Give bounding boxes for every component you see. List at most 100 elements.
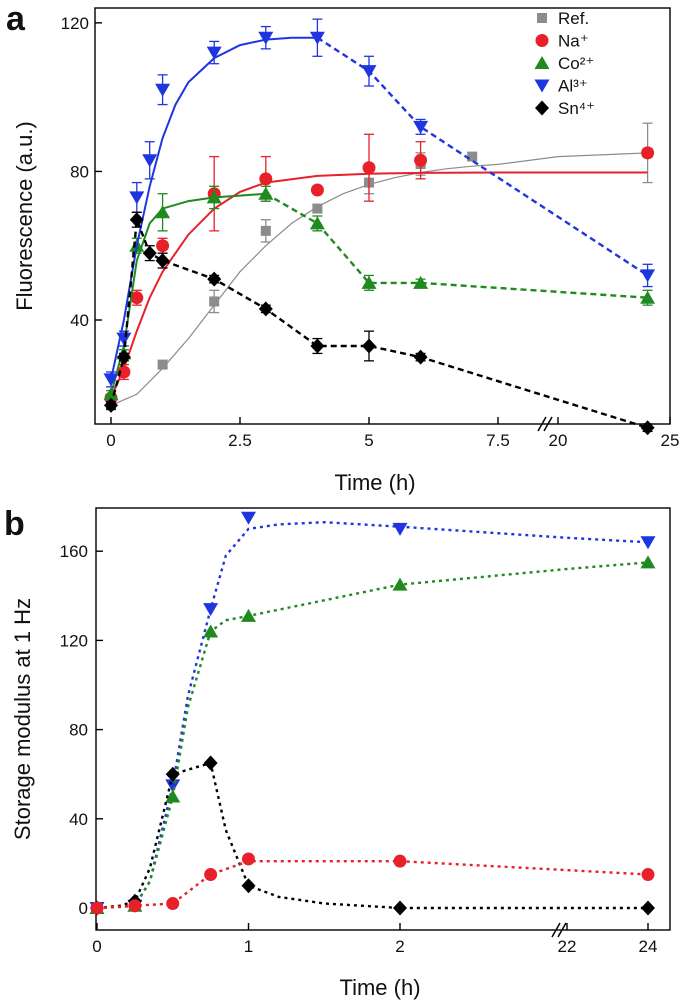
panel-b-ytick-label: 40 (69, 810, 88, 829)
data-point (142, 245, 157, 261)
panel-b-axis-break (551, 922, 561, 938)
data-point (258, 301, 273, 317)
data-point (209, 296, 220, 307)
data-point (104, 397, 118, 413)
panel-b-xtick-label: 2 (395, 937, 404, 956)
panel-a-xtick-label: 0 (106, 431, 115, 450)
data-point (165, 766, 180, 782)
fit-line (110, 36, 318, 380)
data-point (129, 191, 145, 205)
dashed-line (265, 192, 648, 299)
panel-a-series-co2 (103, 185, 656, 401)
dotted-line (96, 860, 649, 910)
panel-a-frame (94, 7, 671, 425)
panel-b-letter: b (4, 505, 25, 543)
legend-label: Co²⁺ (558, 54, 594, 73)
data-point (129, 212, 144, 228)
data-point (128, 899, 142, 913)
legend-label: Ref. (558, 9, 589, 28)
panel-b-ytick-label: 120 (60, 631, 88, 650)
data-point (310, 338, 325, 354)
data-point (641, 900, 655, 916)
data-point (413, 275, 429, 289)
data-point (156, 239, 170, 253)
data-point (157, 359, 168, 370)
legend-label: Sn⁴⁺ (558, 99, 595, 118)
data-point (258, 31, 274, 45)
data-point (155, 83, 171, 97)
panel-b-series-na (90, 852, 655, 915)
legend-marker (535, 34, 549, 47)
panel-b-ytick-label: 160 (60, 542, 88, 561)
data-point (90, 901, 104, 915)
data-point (206, 46, 222, 60)
legend-label: Na⁺ (558, 32, 589, 51)
data-point (242, 852, 255, 866)
legend-marker (535, 100, 549, 116)
panel-a-axis-break (543, 416, 553, 432)
panel-a-ytick-label: 120 (61, 14, 89, 33)
data-point (640, 269, 656, 283)
data-point (641, 868, 655, 882)
fit-line (110, 152, 648, 406)
panel-b-xtick-label: 24 (639, 937, 658, 956)
data-point (393, 854, 407, 868)
panel-a-xtick-label: 7.5 (486, 431, 510, 450)
data-point (640, 555, 656, 569)
panel-a-series-ref (106, 122, 653, 411)
panel-a-xlabel: Time (h) (334, 470, 415, 495)
dotted-line (96, 761, 648, 910)
panel-b-xlabel: Time (h) (339, 975, 420, 1000)
panel-a-xtick-label: 5 (364, 431, 373, 450)
dashed-line (109, 219, 648, 429)
panel-a-series-sn4 (104, 211, 655, 436)
data-point (142, 154, 158, 168)
panel-a-xtick-label: 2.5 (228, 431, 252, 450)
data-point (116, 332, 132, 346)
data-point (166, 897, 180, 911)
legend-label: Al³⁺ (558, 77, 588, 96)
data-point (203, 603, 219, 617)
fit-line (110, 171, 648, 399)
data-point (640, 290, 656, 304)
panel-b-xtick-label: 22 (558, 937, 577, 956)
legend-marker (534, 79, 550, 93)
data-point (309, 216, 325, 230)
data-point (413, 120, 429, 134)
data-point (309, 31, 325, 45)
data-point (260, 225, 271, 236)
data-point (241, 511, 256, 525)
data-point (103, 373, 119, 387)
data-point (165, 789, 181, 803)
data-point (258, 186, 274, 200)
panel-b-frame (95, 507, 671, 931)
panel-a-xtick-label: 25 (661, 431, 680, 450)
dotted-line (96, 561, 649, 910)
panel-b-xtick-label: 0 (92, 937, 101, 956)
data-point (640, 420, 655, 436)
data-point (203, 624, 219, 638)
legend-marker (534, 56, 550, 69)
data-point (310, 183, 324, 197)
panel-a-ytick-label: 40 (70, 311, 89, 330)
dotted-line (96, 520, 649, 910)
data-point (361, 275, 377, 289)
data-point (393, 900, 407, 916)
panel-b-series-sn4 (90, 755, 655, 916)
panel-b-xtick-label: 1 (244, 937, 253, 956)
data-point (641, 146, 655, 160)
panel-b-ylabel: Storage modulus at 1 Hz (10, 598, 35, 840)
panel-a-ylabel: Fluorescence (a.u.) (12, 121, 37, 311)
data-point (392, 577, 408, 591)
panel-b-series-al3 (89, 511, 656, 915)
data-point (241, 608, 256, 622)
panel-b-ytick-label: 0 (79, 899, 88, 918)
panel-a-series-al3 (103, 18, 656, 388)
data-point (241, 878, 256, 894)
data-point (312, 203, 323, 214)
panel-b-axis-break (557, 922, 567, 938)
legend-marker (537, 13, 547, 23)
data-point (206, 190, 222, 204)
